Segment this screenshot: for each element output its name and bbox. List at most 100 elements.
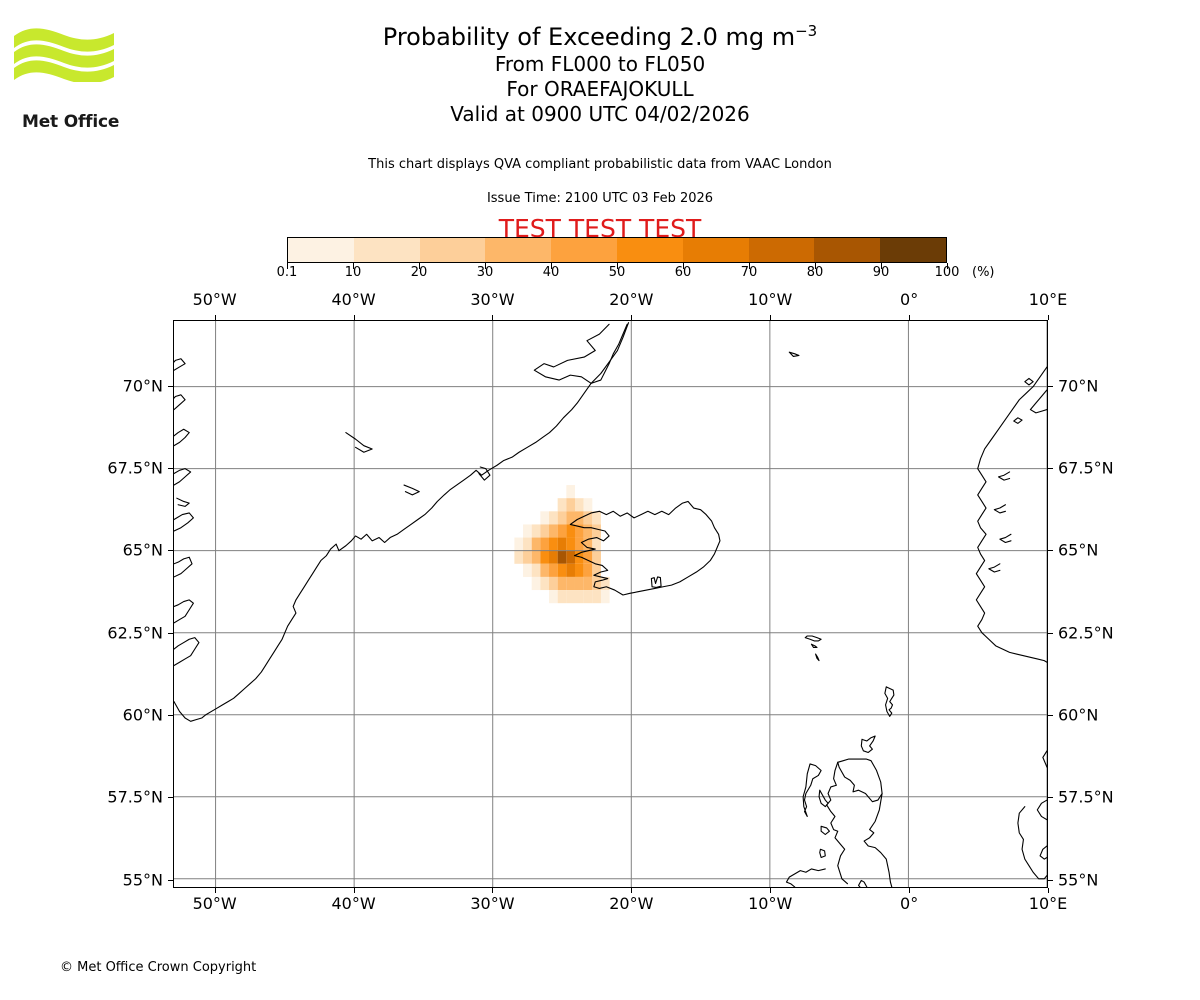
lat-label-right: 65°N: [1058, 540, 1099, 560]
ash-cell: [549, 524, 558, 538]
lon-tick-bottom: [353, 888, 355, 893]
lon-label-bottom: 20°W: [609, 894, 654, 913]
ash-cell: [557, 524, 567, 538]
coastline-greenland-west-8: [174, 358, 186, 371]
colorbar-tick: [287, 263, 288, 269]
map-plot-area[interactable]: [173, 320, 1048, 888]
lat-tick-left: [168, 632, 173, 634]
ash-cell: [549, 590, 558, 604]
lon-tick-bottom: [1048, 888, 1049, 893]
colorbar-tick-label: 0.1: [276, 265, 298, 280]
colorbar-tick: [683, 263, 684, 269]
ash-cell: [566, 576, 575, 591]
lat-tick-right: [1048, 797, 1053, 799]
colorbar-band-0: [288, 238, 354, 262]
lon-label-bottom: 40°W: [331, 894, 376, 913]
lat-label-left: 70°N: [122, 376, 163, 396]
lat-label-right: 62.5°N: [1058, 623, 1114, 643]
coastline-norway-island-1: [1024, 377, 1034, 386]
coastline-faroe-islands-2: [810, 643, 818, 649]
colorbar-tick: [551, 263, 552, 269]
lon-label-top: 50°W: [192, 290, 237, 309]
coastline-greenland-west-1: [174, 637, 200, 667]
ash-cell: [523, 563, 532, 577]
colorbar-band-6: [682, 238, 749, 262]
coastline-islay: [819, 848, 826, 859]
coastline-greenland-west-6: [174, 428, 190, 447]
qva-note: This chart displays QVA compliant probab…: [368, 157, 832, 172]
ash-cell: [566, 485, 575, 499]
ash-cell: [523, 537, 532, 551]
lat-tick-left: [168, 550, 173, 552]
lat-label-left: 62.5°N: [107, 623, 163, 643]
lat-label-left: 55°N: [122, 870, 163, 890]
coastline-scotland-east-coast: [863, 792, 893, 887]
colorbar-tick-label: 100: [934, 265, 960, 280]
colorbar-tick: [881, 263, 882, 269]
colorbar-tick: [815, 263, 816, 269]
lat-label-right: 57.5°N: [1058, 787, 1114, 807]
lon-label-top: 0°: [900, 290, 919, 309]
colorbar-ticks: [287, 263, 948, 271]
coastline-greenland-main: [174, 322, 630, 722]
lon-label-top: 10°E: [1028, 290, 1068, 309]
colorbar-tick-label: 60: [674, 265, 692, 280]
ash-cell: [549, 563, 558, 577]
ash-cell: [540, 511, 550, 525]
ash-cell: [592, 590, 601, 604]
ash-cell: [557, 498, 567, 512]
colorbar-band-8: [814, 238, 881, 262]
ash-cell: [566, 563, 575, 577]
ash-cell: [549, 550, 558, 564]
lat-label-left: 60°N: [122, 705, 163, 725]
ash-cell: [531, 563, 541, 577]
ash-cell: [557, 550, 567, 564]
lon-label-top: 10°W: [748, 290, 793, 309]
ash-cell: [523, 524, 532, 538]
ash-cell: [600, 576, 610, 591]
ash-cell: [583, 537, 593, 551]
coastline-norway-island-2: [1013, 417, 1023, 424]
coastline-greenland-east-coast: [533, 323, 628, 384]
ash-cell: [583, 590, 593, 604]
ash-cell: [600, 590, 610, 604]
coastline-greenland-west-3: [174, 556, 193, 578]
colorbar-band-2: [419, 238, 486, 262]
coastline-greenland-west-2: [174, 599, 194, 624]
colorbar-tick-label: 50: [608, 265, 626, 280]
lat-tick-right: [1048, 632, 1053, 634]
ash-cell: [549, 511, 558, 525]
ash-cell: [566, 524, 575, 538]
coastline-outer-hebrides: [802, 763, 822, 818]
colorbar-band-7: [748, 238, 815, 262]
coastline-mull: [820, 825, 830, 836]
coastline-ireland-north: [785, 868, 826, 887]
lon-tick-top: [909, 315, 911, 320]
colorbar-band-9: [880, 238, 946, 262]
coastline-norway-fjord-2: [993, 504, 1006, 514]
ash-cell: [583, 524, 593, 538]
coastline-scotland: [837, 758, 883, 803]
coastline-greenland-west-4: [174, 512, 194, 532]
ash-cell: [592, 550, 601, 564]
colorbar-tick-label: 90: [872, 265, 890, 280]
ash-cell: [592, 537, 601, 551]
coastline-england-north: [857, 879, 868, 887]
ash-cell: [574, 537, 584, 551]
ash-cell: [583, 511, 593, 525]
coastline-norway-fjord-3: [999, 533, 1012, 544]
ash-cell: [566, 511, 575, 525]
title-volcano: For ORAEFAJOKULL: [506, 77, 694, 101]
title-exponent: −3: [795, 22, 818, 40]
lon-label-top: 20°W: [609, 290, 654, 309]
coastline-norway-coast: [975, 366, 1047, 663]
met-office-logo: Met Office: [14, 26, 134, 131]
ash-cell: [574, 590, 584, 604]
ash-cell: [549, 537, 558, 551]
coastline-greenland-west-9: [176, 497, 190, 507]
map-coastlines: [174, 322, 1047, 887]
coastline-denmark-jutland: [1017, 806, 1047, 880]
coastline-orkney: [860, 735, 876, 754]
lat-tick-right: [1048, 385, 1053, 387]
colorbar-tick-label: 10: [344, 265, 362, 280]
